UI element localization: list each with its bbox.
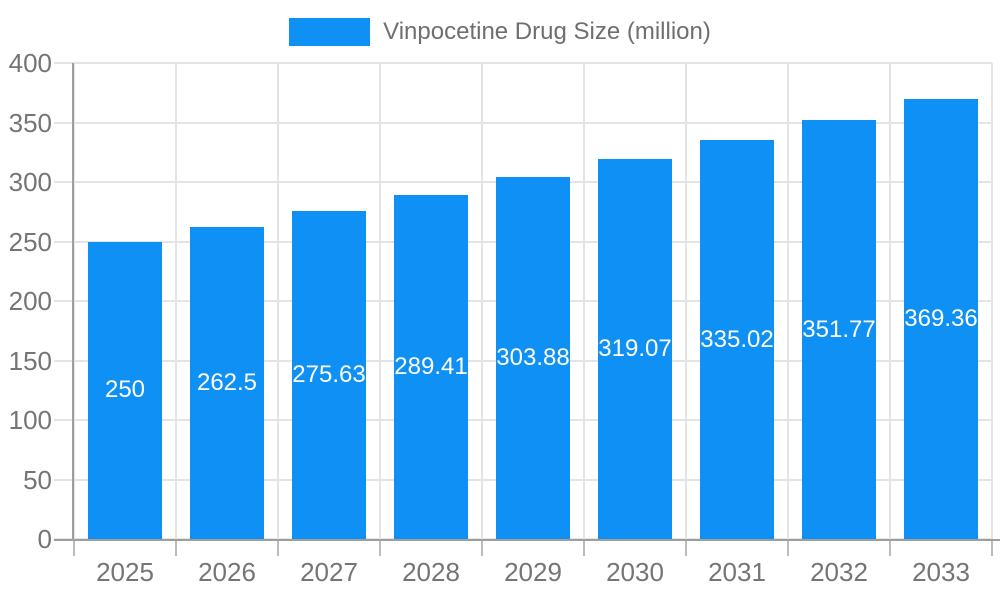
x-axis-label: 2030	[606, 557, 664, 587]
bar-value-label: 262.5	[196, 368, 258, 396]
x-gridline	[277, 63, 279, 539]
bar-value-label: 369.36	[904, 305, 978, 333]
bar-value-label: 351.77	[802, 315, 876, 343]
x-gridline	[787, 63, 789, 539]
x-tick	[889, 541, 891, 556]
x-axis-line	[54, 539, 1000, 541]
x-gridline	[991, 63, 993, 539]
x-tick	[379, 541, 381, 556]
x-gridline	[379, 63, 381, 539]
bar[interactable]	[190, 226, 264, 539]
y-tick-label: 350	[8, 107, 52, 138]
bar[interactable]	[394, 194, 468, 539]
x-tick	[277, 541, 279, 556]
x-tick	[685, 541, 687, 556]
y-tick-label: 0	[37, 524, 52, 554]
bar[interactable]	[904, 99, 978, 539]
legend[interactable]: Vinpocetine Drug Size (million)	[0, 18, 1000, 46]
bar-value-label: 250	[104, 376, 146, 404]
bar[interactable]	[700, 140, 774, 539]
bar-value-label: 335.02	[700, 325, 774, 353]
y-tick-label: 200	[8, 286, 52, 316]
x-gridline	[73, 63, 75, 539]
x-tick	[73, 541, 75, 556]
x-gridline	[889, 63, 891, 539]
x-axis-label: 2025	[96, 557, 154, 587]
x-axis-label: 2029	[504, 557, 562, 587]
y-axis-line	[72, 63, 74, 541]
y-tick-label: 50	[23, 464, 52, 495]
bar-value-label: 319.07	[598, 335, 672, 363]
x-tick	[787, 541, 789, 556]
bar[interactable]	[802, 120, 876, 539]
y-tick-label: 250	[8, 226, 52, 257]
y-tick-label: 150	[8, 345, 52, 376]
x-tick	[583, 541, 585, 556]
x-gridline	[481, 63, 483, 539]
bar-value-label: 303.88	[496, 344, 570, 372]
y-tick-label: 400	[8, 48, 52, 78]
y-gridline	[54, 62, 992, 64]
x-tick	[481, 541, 483, 556]
x-axis-label: 2031	[708, 557, 766, 587]
x-gridline	[583, 63, 585, 539]
x-axis-label: 2028	[402, 557, 460, 587]
x-gridline	[175, 63, 177, 539]
y-gridline	[54, 121, 992, 124]
bar-value-label: 289.41	[394, 352, 468, 380]
x-axis-label: 2026	[198, 557, 256, 587]
bar[interactable]	[496, 177, 570, 539]
x-tick	[175, 541, 177, 556]
y-tick-label: 300	[8, 167, 52, 197]
y-tick-label: 100	[8, 405, 52, 435]
bar[interactable]	[292, 211, 366, 539]
bar[interactable]	[88, 241, 162, 539]
x-axis-label: 2033	[912, 557, 970, 587]
x-gridline	[685, 63, 687, 539]
x-tick	[991, 541, 993, 556]
bar[interactable]	[598, 159, 672, 539]
bar-value-label: 275.63	[292, 361, 366, 388]
legend-swatch	[289, 18, 371, 46]
x-axis-label: 2027	[300, 557, 358, 587]
legend-label: Vinpocetine Drug Size (million)	[383, 18, 711, 45]
x-axis-label: 2032	[810, 557, 868, 587]
